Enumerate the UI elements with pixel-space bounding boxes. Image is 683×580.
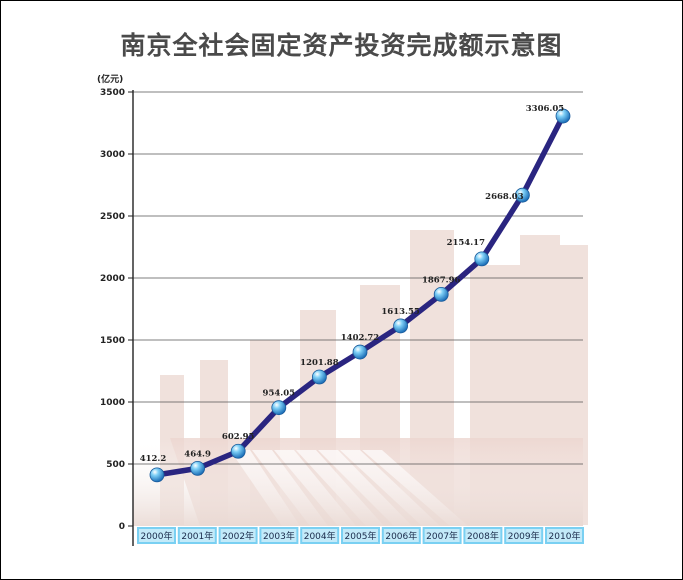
x-tick-box-inner — [302, 529, 338, 542]
data-point — [271, 400, 287, 416]
x-tick-box-inner — [261, 529, 297, 542]
x-tick-box-inner — [424, 529, 460, 542]
data-point — [433, 286, 449, 302]
data-label: 2154.17 — [447, 238, 486, 248]
y-tick-label: 2500 — [100, 212, 125, 222]
data-point — [393, 318, 409, 334]
y-tick-label: 3500 — [100, 88, 125, 98]
y-tick-label: 1500 — [100, 336, 125, 346]
data-label: 464.9 — [184, 449, 211, 459]
y-tick-label: 2000 — [100, 274, 125, 284]
data-point — [311, 369, 327, 385]
data-point — [190, 460, 206, 476]
y-tick-label: 0 — [119, 522, 125, 532]
x-tick-box-inner — [547, 529, 582, 542]
x-tick-label: 2004年 — [304, 530, 336, 542]
x-tick-label: 2003年 — [263, 530, 295, 542]
x-tick-box-inner — [465, 529, 501, 542]
data-points — [149, 108, 571, 483]
data-label: 954.05 — [263, 389, 296, 399]
x-tick-label: 2001年 — [181, 530, 213, 542]
x-tick-box-inner — [506, 529, 542, 542]
x-tick-label: 2006年 — [385, 530, 417, 542]
data-point — [352, 344, 368, 360]
data-point — [555, 108, 571, 124]
x-tick-label: 2002年 — [222, 530, 254, 542]
data-labels: 412.2 464.9 602.95 954.05 1201.88 1402.72 1613… — [140, 104, 565, 464]
x-tick-box-inner — [139, 529, 174, 542]
x-tick-box-inner — [383, 529, 419, 542]
data-label: 602.95 — [222, 432, 255, 442]
x-tick-label: 2008年 — [467, 530, 499, 542]
x-tick-label: 2009年 — [508, 530, 540, 542]
data-point — [515, 187, 530, 203]
data-point — [474, 251, 490, 267]
data-label: 1867.96 — [422, 275, 461, 285]
y-tick-label: 1000 — [100, 398, 125, 408]
y-axis-unit-label: (亿元) — [97, 75, 124, 85]
data-label: 1201.88 — [300, 358, 339, 368]
x-tick-label: 2005年 — [345, 530, 377, 542]
x-tick-label: 2010年 — [549, 530, 581, 542]
data-point — [149, 467, 165, 483]
x-tick-label: 2007年 — [426, 530, 458, 542]
data-label: 1613.55 — [381, 307, 420, 317]
data-label: 2668.03 — [485, 192, 524, 202]
chart-title: 南京全社会固定资产投资完成额示意图 — [120, 31, 563, 60]
y-tick-label: 3000 — [100, 150, 125, 160]
background-fade — [133, 438, 583, 526]
data-label: 3306.05 — [526, 104, 565, 114]
x-tick-label: 2000年 — [141, 530, 173, 542]
x-tick-box-inner — [220, 529, 256, 542]
data-label: 412.2 — [140, 454, 167, 464]
x-tick-box-inner — [343, 529, 378, 542]
x-axis-ticks: 2000年 2001年 2002年 2003年 2004年 2005年 2006年 2007年… — [137, 527, 584, 544]
x-tick-box-inner — [179, 529, 215, 542]
data-label: 1402.72 — [341, 333, 380, 343]
city-street-background — [133, 230, 588, 526]
y-tick-label: 500 — [106, 460, 125, 470]
y-axis: 0 500 1000 1500 2000 2500 3000 3500 — [100, 88, 134, 546]
data-point — [230, 443, 246, 459]
